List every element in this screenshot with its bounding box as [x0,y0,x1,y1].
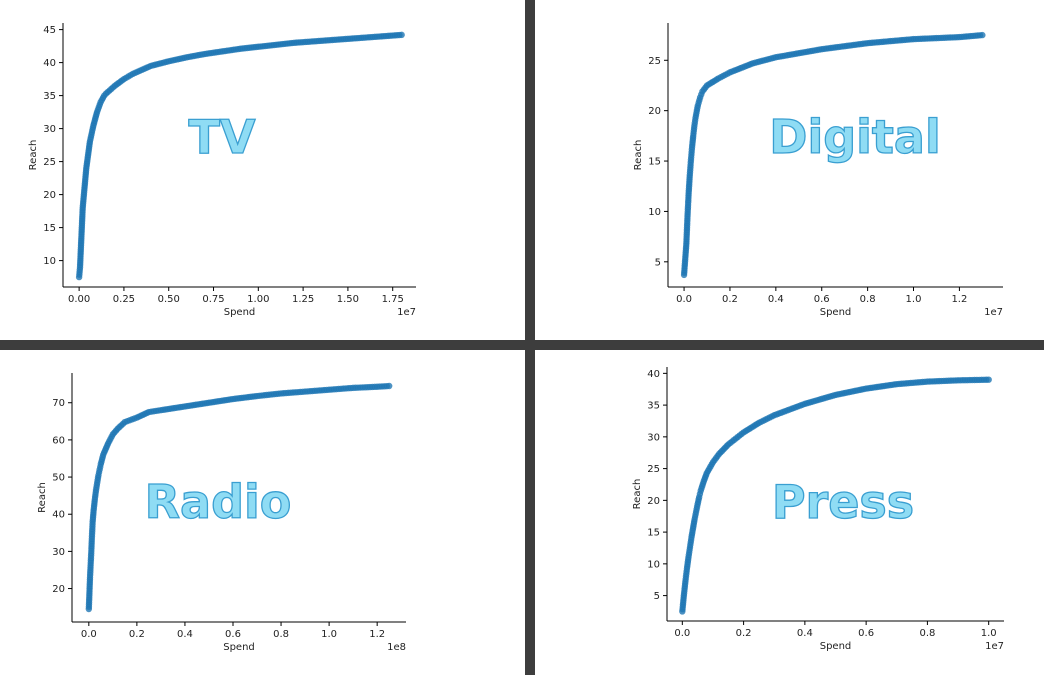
x-tick-label: 1.0 [321,629,337,640]
x-tick-label: 0.2 [722,294,738,305]
y-tick-label: 30 [647,432,660,443]
y-tick-label: 40 [647,369,660,380]
y-tick-label: 15 [43,223,56,234]
x-tick-label: 0.0 [676,294,692,305]
x-tick-label: 0.8 [860,294,876,305]
scatter-points [679,376,992,615]
y-tick-label: 45 [43,25,56,36]
x-tick-label: 0.75 [202,294,224,305]
x-tick-label: 1.0 [906,294,922,305]
x-tick-label: 0.00 [68,294,90,305]
x-axis-label: Spend [223,642,255,653]
y-tick-label: 30 [52,547,65,558]
x-tick-label: 0.6 [858,628,874,639]
panel-press: Press 0.0 0.2 0.4 0.6 0.8 1.0 5 10 15 20 25 30 35 40 Sp… [632,367,1004,652]
y-tick-label: 25 [648,56,661,67]
x-tick-label: 0.0 [81,629,97,640]
y-tick-label: 20 [648,106,661,117]
x-offset-multiplier: 1e8 [387,642,406,653]
x-axis-label: Spend [224,307,256,318]
y-tick-label: 35 [43,91,56,102]
y-tick-label: 70 [52,398,65,409]
y-tick-label: 25 [647,464,660,475]
y-tick-label: 15 [647,528,660,539]
y-tick-label: 35 [647,401,660,412]
y-tick-label: 30 [43,124,56,135]
y-axis-label: Reach [632,479,643,510]
x-tick-label: 0.4 [177,629,193,640]
y-tick-label: 40 [43,58,56,69]
x-tick-label: 0.4 [797,628,813,639]
x-axis-label: Spend [820,307,852,318]
x-tick-label: 0.25 [113,294,135,305]
x-offset-multiplier: 1e7 [984,307,1003,318]
x-tick-label: 1.25 [292,294,314,305]
y-tick-label: 15 [648,157,661,168]
scatter-points [680,31,986,279]
data-point [979,31,986,39]
x-tick-label: 0.8 [919,628,935,639]
y-tick-label: 5 [654,591,660,602]
y-tick-label: 60 [52,435,65,446]
scatter-points [75,31,405,281]
x-tick-label: 1.0 [981,628,997,639]
horizontal-divider [0,340,1044,350]
x-tick-label: 0.8 [273,629,289,640]
panel-digital: Digital 0.0 0.2 0.4 0.6 0.8 1.0 1.2 5 10 15 20 25 Spe… [633,23,1003,318]
y-tick-label: 10 [43,256,56,267]
panel-tv: TV 0.00 0.25 0.50 0.75 1.00 1.25 1.50 1.75 10 15 20… [28,23,416,318]
x-axis-label: Spend [820,641,852,652]
panel-radio: Radio 0.0 0.2 0.4 0.6 0.8 1.0 1.2 20 30 40 50 60 70 Sp… [37,373,406,653]
x-offset-multiplier: 1e7 [397,307,416,318]
y-axis-label: Reach [28,140,39,171]
x-tick-label: 1.00 [247,294,269,305]
data-point [398,31,405,39]
data-point [385,382,393,390]
y-tick-label: 5 [655,257,661,268]
x-tick-label: 0.50 [158,294,180,305]
x-tick-label: 1.2 [951,294,967,305]
scatter-points [85,382,393,613]
x-tick-label: 0.6 [814,294,830,305]
x-tick-label: 1.2 [369,629,385,640]
overlay-label: Press [772,475,914,529]
x-offset-multiplier: 1e7 [985,641,1004,652]
y-tick-label: 20 [43,190,56,201]
y-axis-label: Reach [633,140,644,171]
x-tick-label: 0.2 [129,629,145,640]
x-tick-label: 1.75 [382,294,404,305]
y-tick-label: 40 [52,510,65,521]
y-tick-label: 50 [52,473,65,484]
x-tick-label: 0.6 [225,629,241,640]
x-tick-label: 1.50 [337,294,359,305]
y-tick-label: 10 [647,559,660,570]
x-tick-label: 0.0 [674,628,690,639]
y-axis-label: Reach [37,482,48,513]
x-tick-label: 0.4 [768,294,784,305]
overlay-label: Digital [769,110,940,164]
y-tick-label: 10 [648,207,661,218]
overlay-label: Radio [145,475,292,529]
y-tick-label: 20 [647,496,660,507]
x-tick-label: 0.2 [736,628,752,639]
y-tick-label: 25 [43,157,56,168]
vertical-divider [525,0,535,675]
data-point [985,376,992,383]
overlay-label: TV [189,110,256,164]
y-tick-label: 20 [52,584,65,595]
